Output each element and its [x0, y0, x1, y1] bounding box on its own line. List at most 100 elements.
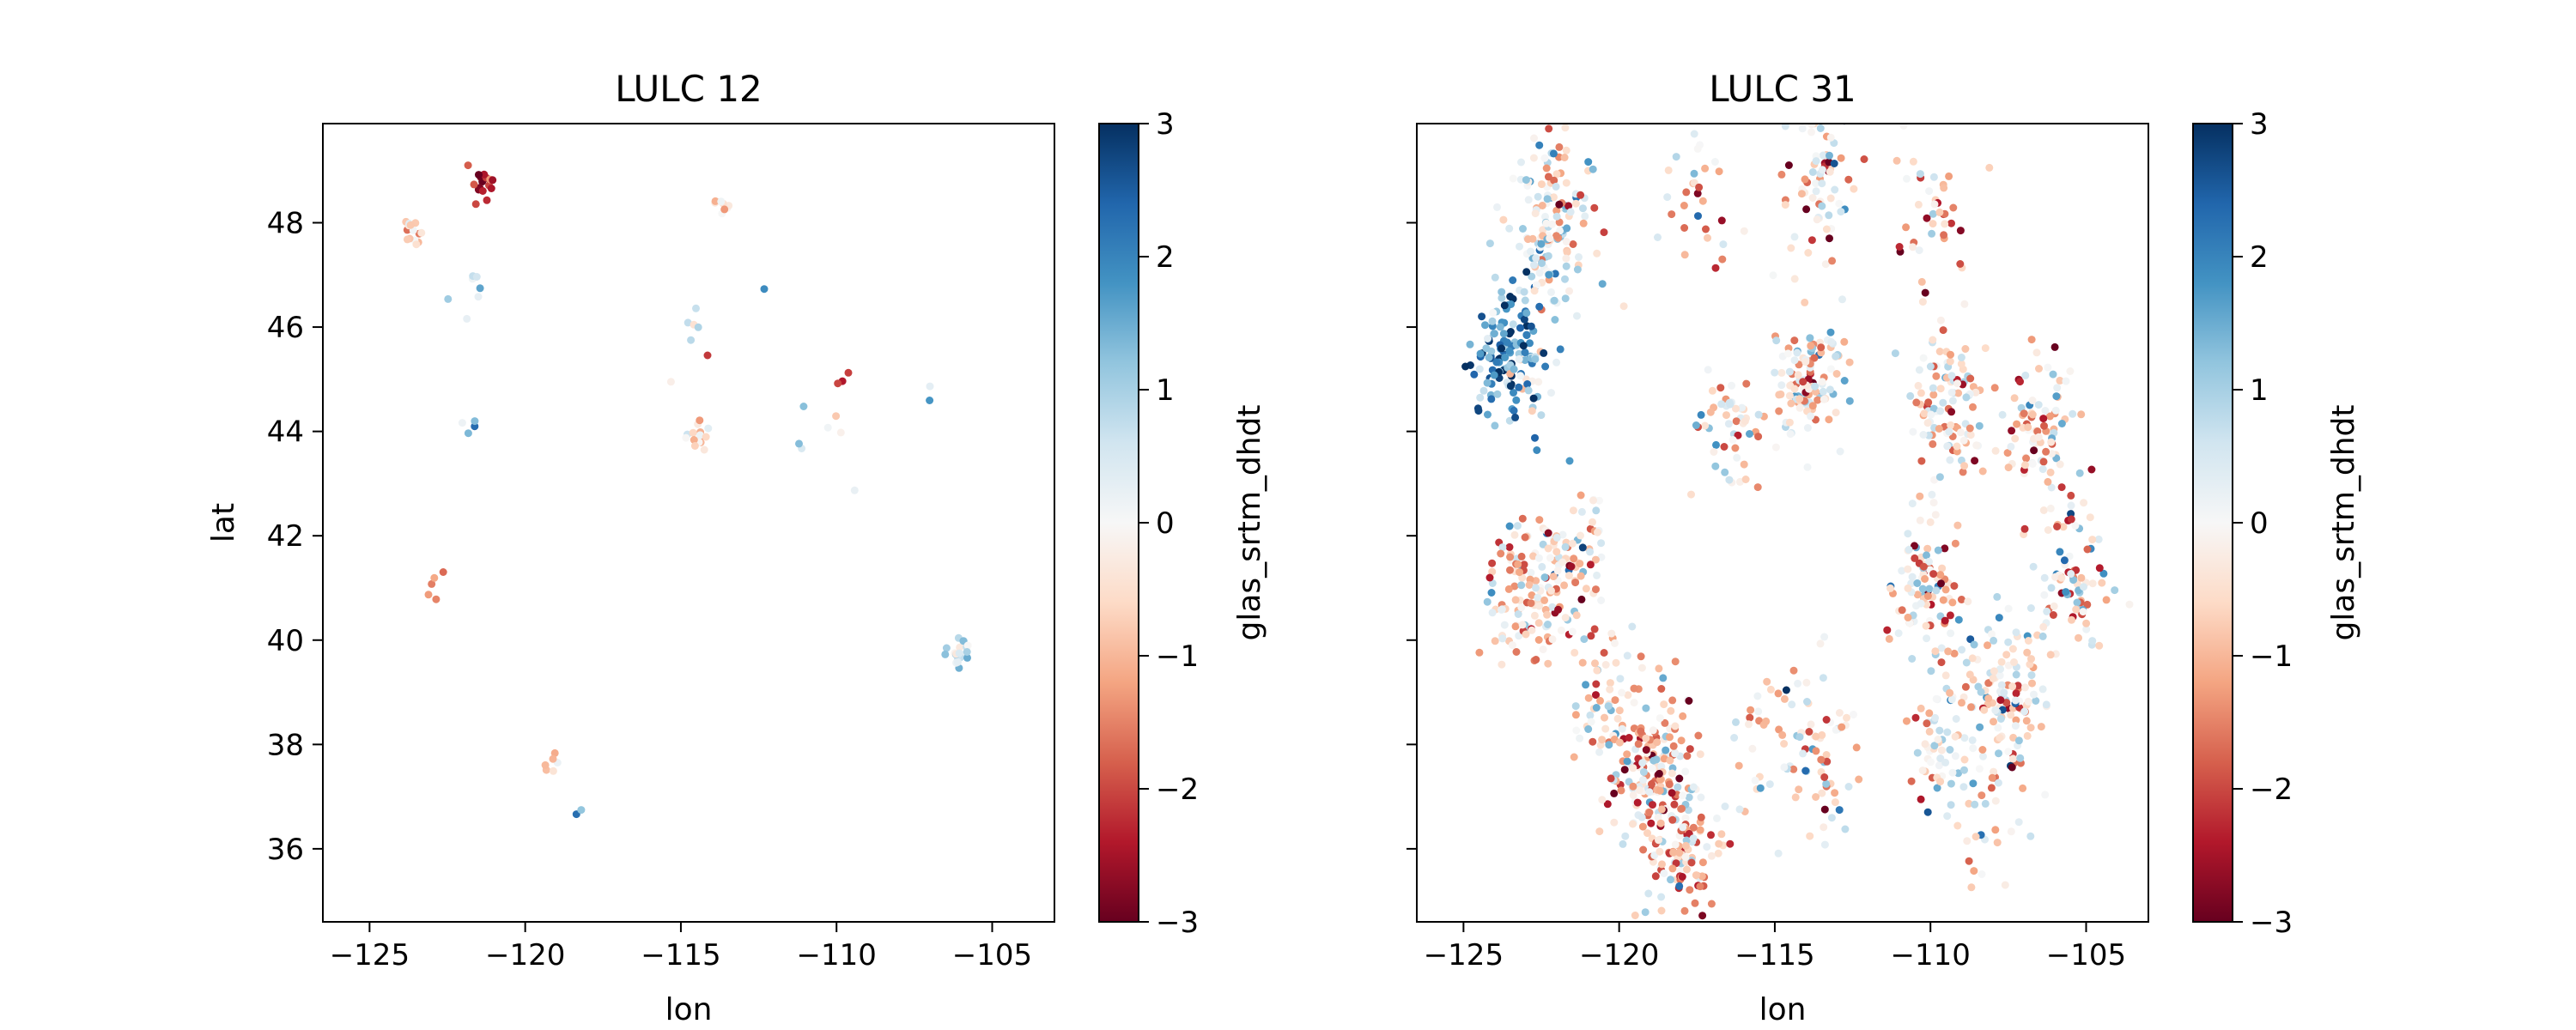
data-point [1562, 262, 1571, 270]
colorbar: 3 2 1 0 −1 −2 −3 glas_srtm_dhdt [2192, 107, 2361, 940]
data-point [1671, 722, 1680, 730]
data-point [1577, 507, 1586, 516]
data-point [1979, 752, 1987, 760]
data-point [1601, 724, 1610, 733]
data-point [1946, 456, 1954, 464]
data-point [1713, 814, 1721, 822]
colorbar-tick-label: −2 [2250, 772, 2293, 807]
data-point [1527, 599, 1535, 608]
data-point [1993, 839, 2002, 847]
data-point [1785, 418, 1794, 427]
data-point [1951, 752, 1959, 760]
data-point [1593, 571, 1601, 579]
data-point [1532, 584, 1540, 592]
data-point [1807, 412, 1815, 421]
data-point [1485, 354, 1493, 361]
data-point [1996, 671, 2004, 680]
data-point [1552, 206, 1561, 215]
data-point [1707, 851, 1716, 860]
data-point [1543, 195, 1552, 203]
data-point [1976, 723, 1984, 731]
colorbar-gradient [1098, 123, 1139, 923]
data-point [1799, 749, 1807, 758]
data-point [1498, 605, 1506, 614]
data-point [463, 314, 471, 323]
data-point [1592, 585, 1600, 594]
data-point [1812, 187, 1820, 196]
data-point [1819, 674, 1827, 682]
data-point [1711, 264, 1720, 272]
data-point [541, 760, 550, 769]
data-point [1698, 858, 1707, 867]
data-point [1546, 234, 1554, 243]
data-point [1826, 133, 1835, 142]
data-point [1971, 800, 1979, 809]
data-point [1613, 714, 1622, 723]
data-point [1912, 398, 1921, 407]
data-point [2051, 406, 2060, 415]
data-point [2062, 377, 2070, 385]
data-point [1638, 759, 1647, 767]
data-point [403, 235, 411, 244]
data-point [1681, 841, 1690, 850]
data-point [1576, 734, 1584, 742]
data-point [1586, 548, 1595, 556]
data-point [1940, 184, 1948, 192]
data-point [2026, 604, 2035, 612]
data-point [2067, 515, 2075, 524]
data-point [2010, 658, 2018, 666]
colorbar-tick-label: −1 [2250, 639, 2293, 674]
data-point [1791, 793, 1800, 802]
data-point [1920, 409, 1929, 418]
data-point [2019, 784, 2027, 792]
data-point [850, 486, 859, 494]
data-point [1634, 740, 1643, 748]
data-point [1991, 446, 2000, 455]
data-point [1960, 755, 1969, 764]
data-point [1615, 738, 1624, 747]
data-point [1822, 716, 1831, 724]
data-point [1550, 176, 1558, 185]
data-point [1703, 843, 1711, 851]
data-point [1945, 172, 1953, 180]
data-point [1537, 180, 1546, 189]
data-point [1966, 431, 1975, 439]
data-point [2009, 733, 2018, 742]
data-point [1668, 815, 1677, 824]
data-point [1790, 233, 1799, 241]
data-point [1496, 323, 1504, 331]
data-point [1936, 571, 1945, 579]
data-point [1917, 457, 1926, 465]
data-point [1984, 641, 1991, 650]
data-point [2008, 682, 2017, 691]
data-point [1966, 374, 1975, 383]
data-point [1516, 324, 1524, 332]
data-point [1696, 750, 1704, 759]
data-point [1772, 336, 1781, 345]
x-tick-label: −110 [797, 938, 877, 972]
data-point [1680, 224, 1689, 232]
data-point [430, 573, 439, 582]
data-point [432, 595, 440, 603]
data-point [1941, 544, 1949, 553]
data-point [1956, 428, 1965, 437]
data-point [1817, 343, 1826, 352]
data-point [1498, 294, 1506, 302]
data-point [1668, 864, 1677, 873]
data-point [1803, 698, 1811, 706]
data-point [1550, 193, 1558, 202]
data-point [1475, 365, 1484, 373]
data-point [1545, 270, 1553, 279]
data-point [1921, 288, 1929, 297]
data-point [1490, 371, 1498, 379]
data-point [1724, 420, 1733, 428]
data-point [2027, 336, 2036, 344]
data-point [1918, 585, 1927, 593]
data-point [1916, 516, 1924, 524]
data-point [720, 205, 729, 214]
data-point [1780, 694, 1789, 703]
data-point [1807, 128, 1815, 136]
data-point [1930, 476, 1939, 484]
data-point [1648, 780, 1656, 788]
data-point [2042, 700, 2050, 709]
